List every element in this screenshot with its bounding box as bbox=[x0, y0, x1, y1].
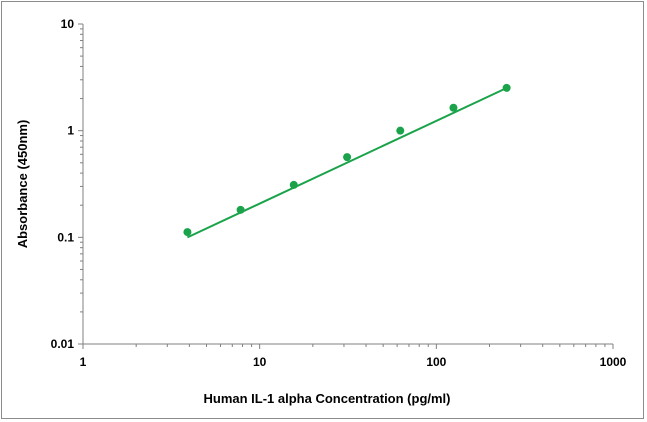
data-point bbox=[236, 205, 245, 214]
x-axis-title: Human IL-1 alpha Concentration (pg/ml) bbox=[203, 391, 450, 406]
data-point bbox=[449, 103, 458, 112]
data-point bbox=[183, 228, 192, 237]
y-tick-labels: 0.01 0.1 1 10 bbox=[51, 17, 75, 351]
y-tick-label: 0.01 bbox=[51, 337, 75, 351]
data-point bbox=[502, 83, 511, 92]
x-tick-labels: 1 10 100 1000 bbox=[80, 355, 627, 369]
data-point bbox=[396, 126, 405, 135]
y-tick-label: 1 bbox=[67, 124, 74, 138]
point-layer bbox=[183, 83, 511, 237]
data-point bbox=[343, 153, 352, 162]
y-tick-label: 0.1 bbox=[57, 230, 74, 244]
x-tick-label: 10 bbox=[253, 355, 267, 369]
y-tick-label: 10 bbox=[61, 17, 75, 31]
y-ticks bbox=[78, 23, 83, 345]
fit-line bbox=[186, 87, 508, 239]
x-ticks bbox=[82, 344, 614, 349]
x-tick-label: 1000 bbox=[600, 355, 627, 369]
y-axis-title: Absorbance (450nm) bbox=[15, 120, 30, 249]
fit-layer bbox=[186, 87, 508, 239]
data-point bbox=[289, 180, 298, 189]
x-tick-label: 100 bbox=[426, 355, 446, 369]
x-tick-label: 1 bbox=[80, 355, 87, 369]
